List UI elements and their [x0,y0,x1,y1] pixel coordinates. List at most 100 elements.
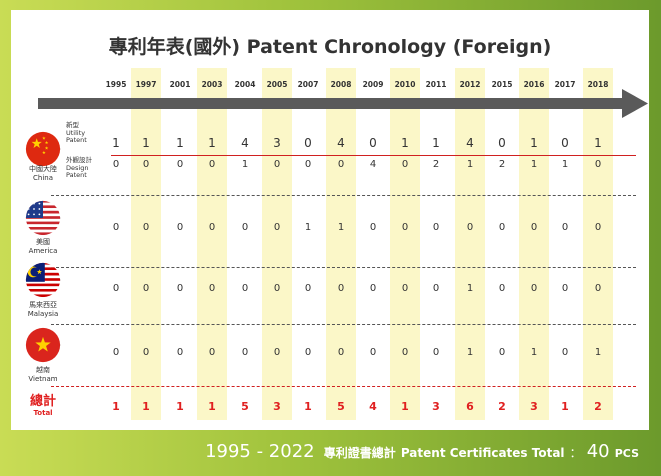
timeline-arrow-icon [38,89,648,118]
footer-separator: ： [569,446,582,460]
patent-count: 0 [401,347,409,358]
country-name-zh: 越南 [36,366,50,374]
year-label: 2004 [234,80,256,89]
patent-count: 1 [401,136,409,150]
patent-count: 1 [530,136,538,150]
patent-count: 1 [208,136,216,150]
patent-count: 0 [142,347,150,358]
patent-count: 0 [142,222,150,233]
footer-unit: PCS [614,447,639,460]
patent-count: 0 [337,283,345,294]
patent-count: 0 [594,222,602,233]
patent-count: 0 [176,283,184,294]
patent-count: 0 [401,283,409,294]
year-label: 2017 [554,80,576,89]
total-count: 3 [273,400,281,413]
patent-count: 0 [241,222,249,233]
year-label: 2012 [459,80,481,89]
design-patent-label-line: Design [66,163,89,172]
highlight-column [262,68,292,420]
total-count: 4 [369,400,377,413]
patent-count: 0 [273,222,281,233]
patent-count: 0 [432,283,440,294]
year-label: 2001 [169,80,191,89]
total-divider [51,386,636,387]
patent-count: 0 [208,347,216,358]
total-count: 6 [466,400,474,413]
year-label: 1995 [105,80,127,89]
patent-count: 0 [208,159,216,170]
patent-count: 1 [337,222,345,233]
patent-count: 4 [369,159,377,170]
patent-count: 1 [594,136,602,150]
footer-label-en: Patent Certificates Total [400,446,565,460]
highlight-column [326,68,356,420]
utility-patent-label-line: Patent [66,136,87,144]
patent-count: 0 [142,283,150,294]
patent-count: 0 [241,347,249,358]
country-name-en: America [28,246,58,255]
patent-count: 0 [369,347,377,358]
patent-count: 1 [594,347,602,358]
highlight-column [519,68,549,420]
country-label: 美國 America [18,238,68,255]
total-count: 2 [594,400,602,413]
total-count: 3 [530,400,538,413]
country-label: 中國大陸 China [18,165,68,182]
highlight-column [455,68,485,420]
patent-count: 0 [530,222,538,233]
country-name-en: Malaysia [27,309,59,318]
china-flag-icon [25,131,61,167]
year-label: 2007 [297,80,319,89]
patent-count: 1 [432,136,440,150]
patent-count: 2 [498,159,506,170]
country-name-zh: 中國大陸 [29,165,57,173]
row-divider [51,324,636,325]
utility-patent-label: 新型 Utility Patent [66,121,87,145]
patent-count: 0 [241,283,249,294]
patent-count: 0 [401,159,409,170]
country-name-en: Vietnam [28,374,58,383]
patent-count: 0 [337,159,345,170]
patent-count: 0 [369,222,377,233]
year-label: 2016 [523,80,545,89]
footer-summary: 1995 - 2022 專利證書總計 Patent Certificates T… [0,441,661,462]
design-patent-label: 外觀設計 Design Patent [66,156,92,180]
patent-count: 1 [241,159,249,170]
patent-count: 1 [466,347,474,358]
patent-count: 2 [432,159,440,170]
year-label: 2011 [425,80,447,89]
patent-count: 1 [176,136,184,150]
patent-count: 0 [304,159,312,170]
patent-count: 4 [466,136,474,150]
total-count: 5 [337,400,345,413]
patent-count: 0 [466,222,474,233]
total-count: 3 [432,400,440,413]
year-label: 2008 [330,80,352,89]
patent-count: 1 [466,159,474,170]
country-name-zh: 美國 [36,238,50,246]
total-count: 1 [561,400,569,413]
patent-count: 0 [176,159,184,170]
vietnam-flag-icon [25,327,61,363]
year-label: 2003 [201,80,223,89]
patent-count: 0 [112,283,120,294]
patent-count: 1 [466,283,474,294]
page-title: 專利年表(國外) Patent Chronology (Foreign) [108,36,552,58]
highlight-column [583,68,613,420]
usa-flag-icon [25,200,61,236]
utility-underline [111,155,636,156]
highlight-column [131,68,161,420]
total-label: 總計 Total [29,394,56,417]
chronology-card: 專利年表(國外) Patent Chronology (Foreign) 199… [11,10,649,430]
design-patent-label-line: 外觀設計 [66,156,92,164]
year-label: 2015 [491,80,513,89]
patent-count: 1 [530,347,538,358]
patent-count: 0 [561,222,569,233]
footer-count: 40 [586,441,610,462]
total-count: 1 [112,400,120,413]
row-divider [51,267,636,268]
utility-patent-label-line: 新型 [66,121,79,129]
patent-count: 0 [112,222,120,233]
patent-count: 0 [337,347,345,358]
